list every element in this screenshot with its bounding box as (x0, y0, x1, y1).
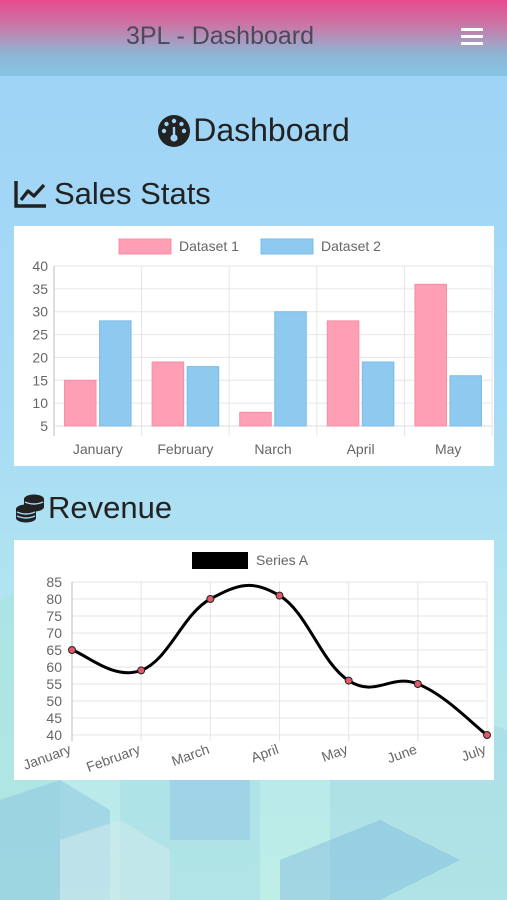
data-point (206, 595, 215, 603)
bar (186, 366, 220, 427)
legend-label: Dataset 2 (321, 238, 381, 254)
bar (449, 375, 482, 427)
data-point (483, 731, 491, 739)
bar (64, 379, 97, 427)
y-tick-label: 25 (32, 327, 48, 343)
y-tick-label: 50 (46, 693, 62, 709)
bar (361, 361, 395, 427)
app-bar: 3PL - Dashboard (0, 0, 507, 76)
page-title: Dashboard (0, 112, 507, 149)
legend-swatch (260, 238, 314, 255)
y-tick-label: 40 (46, 727, 62, 743)
y-tick-label: 35 (32, 281, 48, 297)
x-tick-label: April (249, 741, 281, 766)
data-point (275, 591, 284, 600)
data-point (413, 680, 422, 688)
y-tick-label: 40 (32, 258, 48, 274)
legend-label: Series A (256, 552, 309, 568)
bar (326, 320, 360, 427)
x-tick-label: April (347, 441, 375, 457)
x-tick-label: January (21, 741, 73, 773)
legend-swatch (118, 238, 172, 255)
revenue-heading: Revenue (14, 490, 172, 526)
x-tick-label: June (385, 741, 419, 766)
y-tick-label: 85 (46, 574, 62, 590)
hamburger-menu-icon[interactable] (459, 26, 487, 48)
x-tick-label: January (73, 441, 123, 457)
y-tick-label: 10 (32, 395, 48, 411)
y-tick-label: 15 (32, 372, 48, 388)
x-tick-label: February (157, 441, 213, 457)
sales-chart-card: Dataset 1 Dataset 2 5 10 15 20 25 30 35 40 January… (14, 226, 494, 466)
legend-swatch (192, 552, 248, 569)
y-tick-label: 55 (46, 676, 62, 692)
page-title-text: Dashboard (193, 112, 350, 148)
app-title: 3PL - Dashboard (125, 22, 315, 50)
x-tick-label: March (169, 741, 211, 769)
y-tick-label: 5 (40, 418, 48, 434)
y-tick-label: 30 (32, 304, 48, 320)
y-tick-label: 60 (46, 659, 62, 675)
sales-stats-heading: Sales Stats (14, 176, 211, 212)
y-tick-label: 65 (46, 642, 62, 658)
data-point (344, 676, 353, 685)
y-tick-label: 45 (46, 710, 62, 726)
bar (239, 411, 272, 427)
tachometer-icon (158, 114, 191, 147)
revenue-chart-card: Series A 40 45 50 55 60 65 70 75 80 85 January Febru… (14, 540, 494, 780)
sales-bar-chart: Dataset 1 Dataset 2 5 10 15 20 25 30 35 40 January… (32, 238, 493, 457)
bar (274, 311, 307, 427)
x-tick-label: May (435, 441, 461, 457)
line-chart-icon (14, 181, 46, 208)
x-tick-label: May (319, 741, 349, 765)
coins-icon (16, 494, 44, 523)
revenue-title: Revenue (48, 490, 173, 525)
y-tick-label: 70 (46, 625, 62, 641)
data-point (137, 666, 146, 675)
y-tick-label: 75 (46, 608, 62, 624)
data-point (68, 646, 76, 654)
x-tick-label: Narch (254, 441, 291, 457)
bar (414, 283, 447, 427)
legend-label: Dataset 1 (179, 238, 239, 254)
x-tick-label: July (459, 741, 488, 765)
y-tick-label: 80 (46, 591, 62, 607)
bar (151, 361, 185, 427)
sales-stats-title: Sales Stats (54, 176, 211, 211)
x-tick-label: February (84, 741, 142, 775)
y-tick-label: 20 (32, 349, 48, 365)
bar (99, 320, 132, 427)
